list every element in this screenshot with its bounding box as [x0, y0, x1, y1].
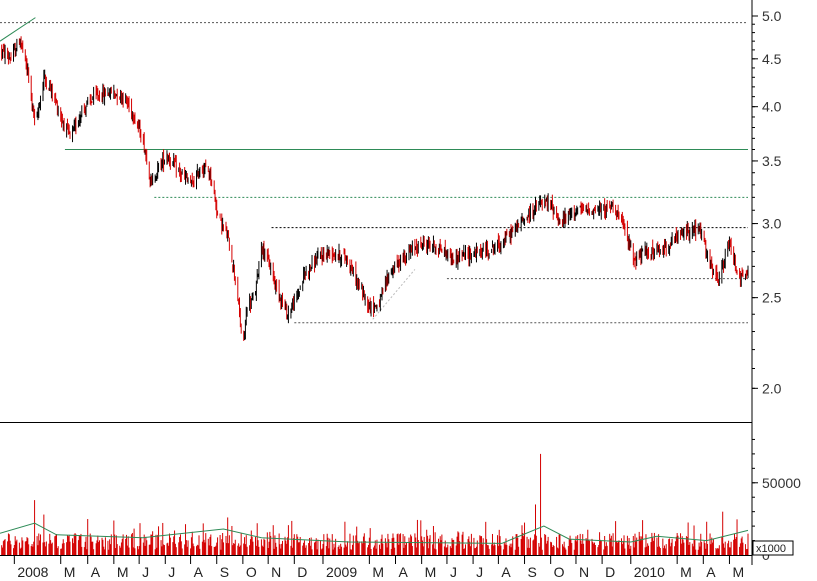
volume-average-line	[0, 522, 749, 544]
date-tick-label: D	[297, 564, 307, 580]
price-tick-label: 5.0	[762, 8, 782, 24]
date-x-axis: 2008 M A M J J A S O N D 2009 M A M J J A S O N D 2010 M A M	[13, 555, 744, 580]
price-candles	[1, 36, 749, 341]
date-tick-label: M	[117, 564, 129, 580]
date-tick-label: A	[399, 564, 409, 580]
date-tick-label: S	[220, 564, 229, 580]
trend-line-2	[372, 269, 416, 320]
price-tick-label: 3.5	[762, 153, 782, 169]
trend-line-1	[0, 17, 36, 42]
date-tick-label: N	[579, 564, 589, 580]
price-reference-lines	[0, 17, 748, 324]
price-tick-label: 3.0	[762, 216, 782, 232]
price-y-axis: 2.0 2.5 3.0 3.5 4.0 4.5 5.0	[752, 8, 782, 396]
date-tick-label: O	[246, 564, 257, 580]
date-tick-label: A	[194, 564, 204, 580]
date-tick-label: O	[554, 564, 565, 580]
date-tick-label: M	[680, 564, 692, 580]
date-tick-label: J	[142, 564, 149, 580]
date-tick-label: J	[168, 564, 175, 580]
volume-unit-box	[752, 540, 794, 556]
date-tick-label: N	[271, 564, 281, 580]
date-tick-label: S	[528, 564, 537, 580]
date-tick-label: J	[450, 564, 457, 580]
price-tick-label: 2.0	[762, 380, 782, 396]
volume-unit-label: x1000	[756, 543, 786, 555]
date-tick-label: A	[501, 564, 511, 580]
date-tick-label: A	[91, 564, 101, 580]
date-tick-label: A	[706, 564, 716, 580]
date-tick-label: M	[732, 564, 744, 580]
date-tick-label: D	[605, 564, 615, 580]
price-tick-label: 4.5	[762, 51, 782, 67]
panel-frames	[0, 0, 753, 565]
date-tick-label: 2009	[326, 564, 357, 580]
date-tick-label: M	[64, 564, 76, 580]
date-tick-label: 2010	[634, 564, 665, 580]
date-tick-label: M	[372, 564, 384, 580]
date-tick-label: M	[425, 564, 437, 580]
volume-average	[0, 522, 749, 544]
price-tick-label: 2.5	[762, 290, 782, 306]
date-tick-label: 2008	[17, 564, 48, 580]
price-tick-label: 4.0	[762, 99, 782, 115]
date-tick-label: J	[476, 564, 483, 580]
volume-tick-label: 50000	[762, 475, 801, 491]
